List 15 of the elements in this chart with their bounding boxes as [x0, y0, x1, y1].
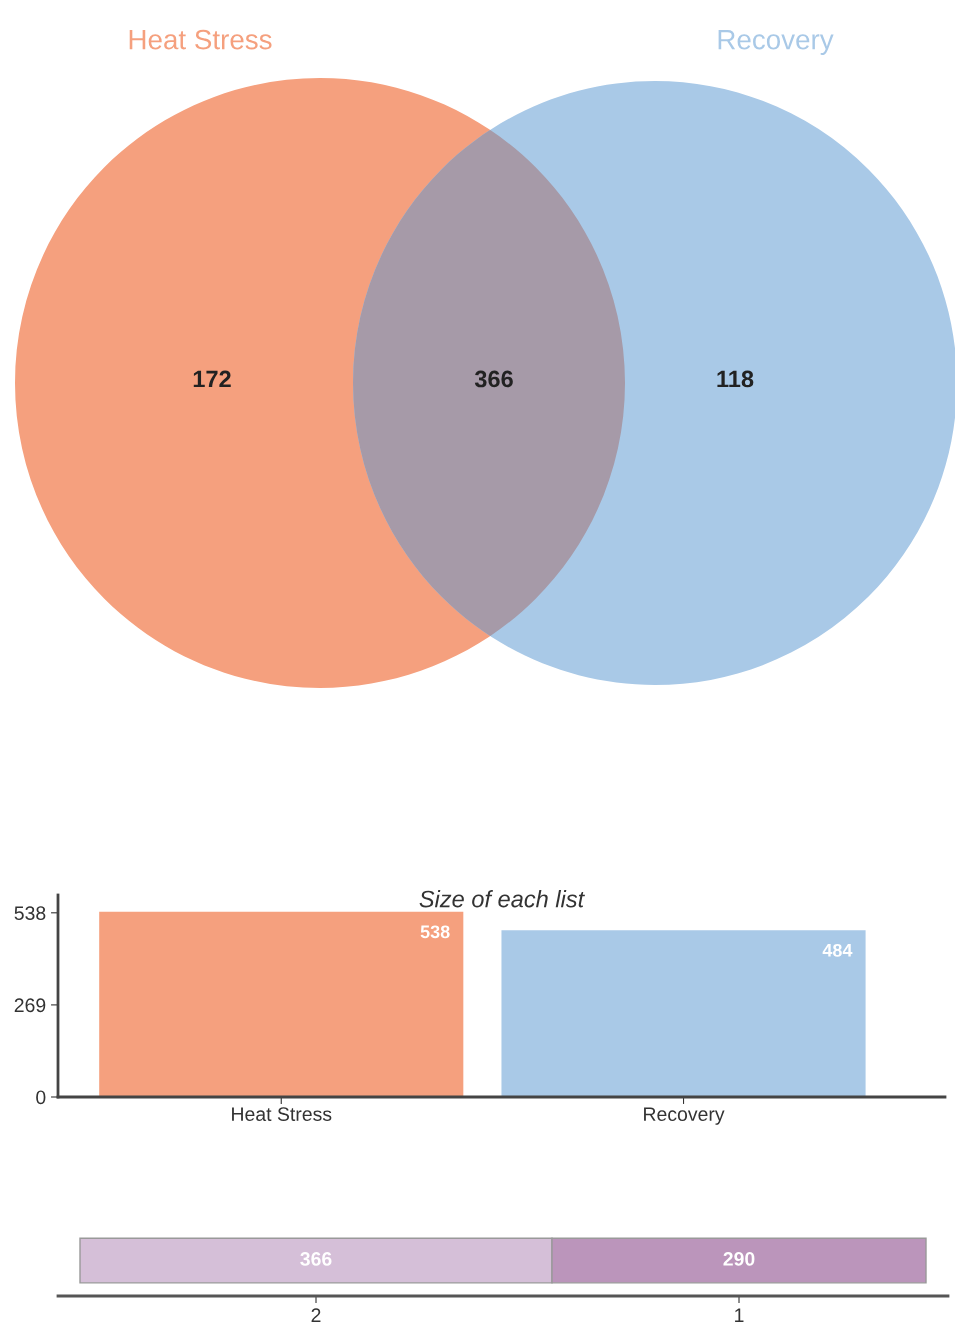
text: Heat Stress	[129, 29, 272, 50]
y-tick-label: 269	[14, 998, 46, 1013]
data-label: 290	[723, 1252, 755, 1266]
y-tick-label: 538	[14, 906, 46, 921]
data-label: 484	[822, 943, 853, 957]
data-label: 538	[420, 925, 450, 939]
y-tick-label: 0	[36, 1090, 46, 1105]
data-label: 172	[193, 370, 231, 388]
data-label: 366	[474, 370, 513, 388]
series-label: 2	[311, 1308, 321, 1322]
text: Recovery	[718, 30, 834, 55]
series-label: 1	[735, 1308, 744, 1322]
data-label: 118	[717, 370, 754, 388]
data-label: 366	[300, 1252, 332, 1266]
chart-title: Size of each list	[419, 890, 585, 908]
